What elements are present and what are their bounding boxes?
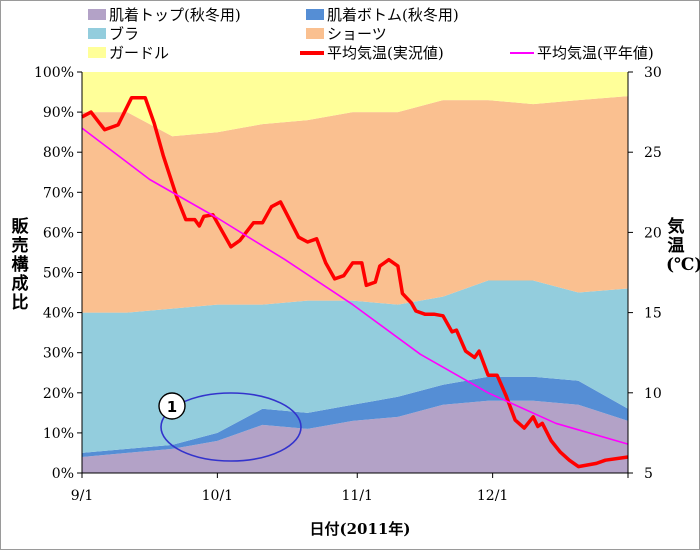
x-tick-label: 10/1 <box>202 488 233 504</box>
y-left-tick-label: 30% <box>43 346 74 362</box>
y-left-tick-label: 50% <box>43 266 74 282</box>
legend-label-bra: ブラ <box>109 25 140 43</box>
legend-item-shorts: ショーツ <box>306 23 387 44</box>
area-series-0 <box>82 400 628 473</box>
legend-item-normal-temp: 平均気温(平年値) <box>510 42 654 63</box>
area-series-2 <box>82 280 628 453</box>
legend-item-top: 肌着トップ(秋冬用) <box>88 4 241 25</box>
legend-swatch-shorts <box>306 28 324 39</box>
line-series-0 <box>81 95 629 469</box>
y-right-tick-label: 15 <box>644 306 662 322</box>
legend-label-actual-temp: 平均気温(実況値) <box>327 44 444 62</box>
legend-label-top: 肌着トップ(秋冬用) <box>109 6 241 24</box>
y-left-tick-label: 0% <box>52 466 74 482</box>
y-right-tick-label: 30 <box>644 65 662 81</box>
y-left-tick-label: 40% <box>43 306 74 322</box>
legend-swatch-bra <box>88 28 106 39</box>
y-right-tick-label: 5 <box>644 466 653 482</box>
y-left-tick-label: 80% <box>43 145 74 161</box>
legend-swatch-bottom <box>306 9 324 20</box>
y-left-tick-label: 10% <box>43 426 74 442</box>
legend-label-normal-temp: 平均気温(平年値) <box>537 44 654 62</box>
legend-label-shorts: ショーツ <box>327 25 387 43</box>
y-left-tick-label: 60% <box>43 225 74 241</box>
legend-item-bottom: 肌着ボトム(秋冬用) <box>306 4 459 25</box>
area-series-1 <box>82 376 628 457</box>
area-series-3 <box>82 96 628 313</box>
legend-label-bottom: 肌着ボトム(秋冬用) <box>327 6 459 24</box>
y-right-title: 気温(℃) <box>666 217 700 275</box>
legend-swatch-normal-temp <box>510 51 534 54</box>
annotation-marker-label: 1 <box>167 398 177 416</box>
x-axis-title: 日付(2011年) <box>309 520 411 538</box>
y-left-title: 販売構成比 <box>11 217 29 313</box>
y-right-tick-label: 20 <box>644 225 662 241</box>
x-tick-label: 11/1 <box>342 488 373 504</box>
legend-item-bra: ブラ <box>88 23 139 44</box>
x-tick-label: 9/1 <box>71 488 94 504</box>
annotation-marker-circle <box>158 392 186 420</box>
y-left-tick-label: 90% <box>43 105 74 121</box>
legend-item-actual-temp: 平均気温(実況値) <box>300 42 444 63</box>
annotation: 1 <box>158 392 302 462</box>
axes <box>77 71 633 478</box>
stacked-areas <box>82 72 628 473</box>
legend-swatch-actual-temp <box>300 50 324 55</box>
legend-item-girdle: ガードル <box>88 42 169 63</box>
y-left-tick-label: 100% <box>34 65 74 81</box>
legend-swatch-top <box>88 9 106 20</box>
y-right-tick-label: 25 <box>644 145 662 161</box>
y-right-tick-label: 10 <box>644 386 662 402</box>
y-left-tick-label: 20% <box>43 386 74 402</box>
legend-label-girdle: ガードル <box>109 44 170 62</box>
temperature-lines <box>81 95 629 469</box>
annotation-ellipse <box>160 392 302 462</box>
x-tick-label: 12/1 <box>477 488 508 504</box>
area-series-4 <box>82 72 628 137</box>
legend-swatch-girdle <box>88 47 106 58</box>
y-left-tick-label: 70% <box>43 185 74 201</box>
line-series-1 <box>81 127 629 445</box>
tick-labels: 0% 10% 20% 30% 40% 50% 60% 70% 80% 90% 100% 5 10 15 20… <box>34 65 662 504</box>
